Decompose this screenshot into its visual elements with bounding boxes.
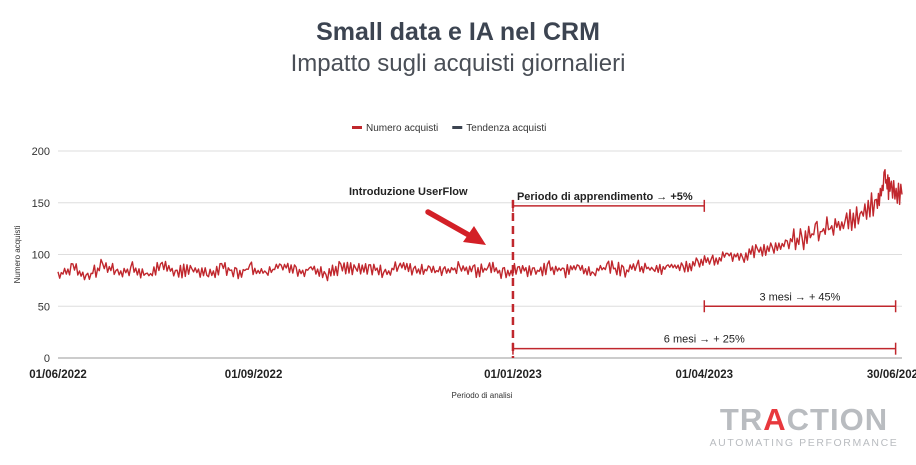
range-annotation-label: 3 mesi → + 45% [759, 291, 840, 303]
y-axis-title: Numero acquisti [13, 225, 22, 283]
range-annotation-label: 6 mesi → + 25% [664, 334, 745, 346]
intro-annotation-label: Introduzione UserFlow [349, 186, 468, 198]
intro-arrow-head [463, 226, 486, 245]
annotations: Introduzione UserFlow Periodo di apprendi… [349, 186, 897, 358]
grid [58, 150, 902, 359]
y-tick-label: 50 [38, 301, 50, 313]
legend-label: Tendenza acquisti [466, 123, 546, 134]
y-tick-label: 150 [32, 198, 50, 210]
y-tick-label: 100 [32, 250, 50, 262]
y-tick-label: 200 [32, 146, 50, 158]
series-line-numero-acquisti [57, 169, 903, 282]
traction-logo: TRACTION AUTOMATING PERFORMANCE [704, 404, 904, 450]
legend-label: Numero acquisti [366, 123, 438, 134]
x-tick-label: 01/01/2023 [484, 369, 542, 381]
axes: 0 50 100 150 200 01/06/2022 01/09/2022 01/01/20… [13, 146, 916, 400]
legend-swatch [452, 126, 463, 129]
legend-swatch [352, 126, 362, 129]
y-tick-label: 0 [44, 353, 50, 365]
x-axis-title: Periodo di analisi [452, 391, 513, 400]
legend: Numero acquisti Tendenza acquisti [352, 123, 546, 134]
chart-subtitle: Impatto sugli acquisti giornalieri [290, 50, 626, 77]
chart-title: Small data e IA nel CRM [316, 18, 600, 46]
x-tick-label: 01/06/2022 [29, 369, 87, 381]
series-layer [57, 169, 903, 282]
logo-tagline: AUTOMATING PERFORMANCE [709, 437, 899, 449]
logo-brand: TRACTION [719, 402, 889, 437]
x-tick-label: 30/06/2023 [867, 369, 916, 381]
x-tick-label: 01/04/2023 [676, 369, 734, 381]
intro-arrow-shaft [425, 209, 477, 241]
range-annotation-label: Periodo di apprendimento → +5% [517, 191, 693, 203]
x-tick-label: 01/09/2022 [225, 369, 283, 381]
